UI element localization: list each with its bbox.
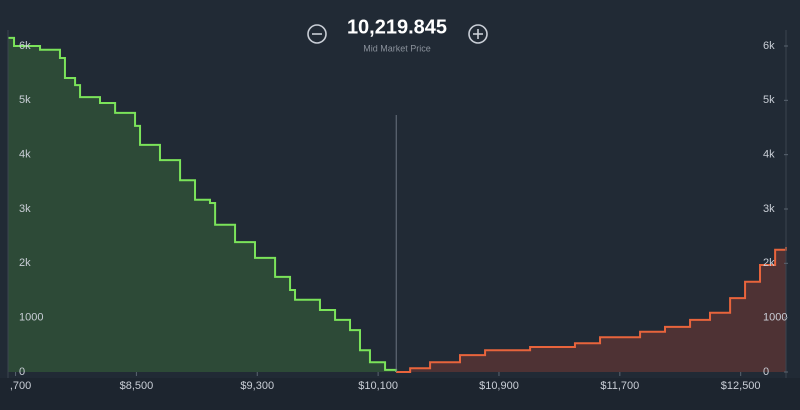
y-tick-label-left: 5k — [19, 94, 31, 106]
y-tick-label-right: 0 — [763, 366, 769, 378]
y-tick-label-left: 2k — [19, 257, 31, 269]
mid-price-caption: Mid Market Price — [363, 43, 431, 53]
x-tick-label: $8,500 — [120, 380, 154, 392]
depth-line — [396, 247, 787, 373]
y-tick-label-left: 1000 — [19, 312, 43, 324]
depth-area — [396, 247, 786, 372]
y-tick-label-left: 4k — [19, 149, 31, 161]
y-tick-label-right: 4k — [763, 149, 775, 161]
depth-area — [8, 37, 397, 372]
y-tick-label-right: 3k — [763, 203, 775, 215]
x-tick-label: $9,300 — [240, 380, 274, 392]
plot — [8, 36, 787, 373]
y-tick-label-right: 6k — [763, 40, 775, 52]
x-tick-label: $12,500 — [721, 380, 761, 392]
y-tick-label-left: 6k — [19, 40, 31, 52]
y-tick-label-right: 1000 — [763, 312, 787, 324]
y-tick-label-right: 2k — [763, 257, 775, 269]
zoom-out-button[interactable] — [307, 24, 327, 44]
x-tick-label: $10,100 — [358, 380, 398, 392]
y-tick-label-left: 3k — [19, 203, 31, 215]
zoom-out-circle[interactable] — [307, 24, 327, 44]
zoom-in-button[interactable] — [468, 24, 488, 44]
depth-line — [8, 36, 398, 372]
y-tick-label-left: 0 — [19, 366, 25, 378]
zoom-in-circle[interactable] — [468, 24, 488, 44]
x-tick-label: ,700 — [10, 380, 31, 392]
x-tick-label: $10,900 — [479, 380, 519, 392]
mid-price: 10,219.845 — [347, 16, 447, 38]
x-tick-label: $11,700 — [600, 380, 639, 392]
x-axis-band — [0, 378, 800, 410]
y-tick-label-right: 5k — [763, 94, 775, 106]
